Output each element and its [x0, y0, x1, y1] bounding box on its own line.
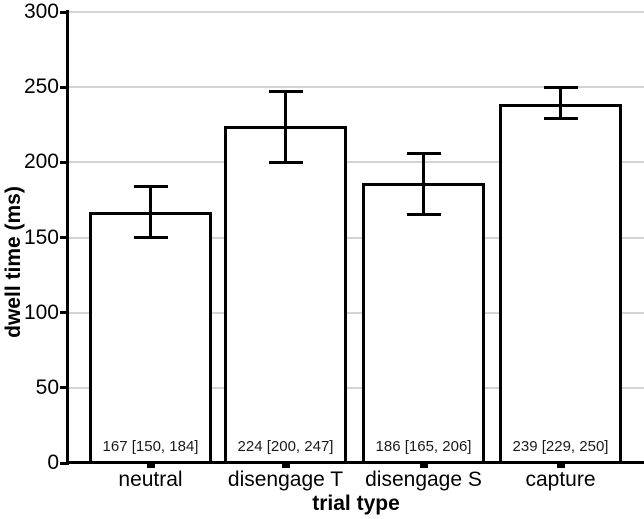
gridline [68, 386, 644, 389]
gridline [68, 311, 644, 314]
x-axis-line [66, 461, 644, 464]
bar-value-label: 224 [200, 247] [237, 438, 334, 455]
y-axis-tick-label: 150 [23, 225, 59, 249]
bar-value-label: 186 [165, 206] [375, 438, 472, 455]
x-axis-title: trial type [312, 492, 400, 515]
x-axis-tick-label: disengage S [365, 468, 482, 491]
bar-disengage-S [362, 183, 485, 463]
y-axis-tick [60, 236, 66, 239]
y-axis-tick-label: 0 [47, 451, 59, 474]
error-bar-line [422, 153, 425, 215]
y-axis-tick-label: 300 [23, 0, 59, 23]
y-axis-tick [60, 461, 66, 465]
error-bar-line [284, 91, 287, 163]
error-bar-cap-top [268, 90, 303, 94]
y-axis-line [66, 10, 69, 465]
x-axis-tick [419, 464, 428, 468]
x-axis-tick-label: disengage T [227, 468, 344, 491]
error-bar-cap-bottom [133, 236, 168, 239]
error-bar-line [149, 186, 152, 238]
error-bar-cap-bottom [406, 213, 441, 217]
y-axis-tick-label: 250 [23, 75, 59, 99]
y-axis-tick [60, 85, 66, 89]
gridline [68, 236, 644, 239]
error-bar-line [559, 87, 562, 119]
x-axis-tick [146, 464, 155, 468]
gridline [68, 161, 644, 164]
y-axis-tick-label: 200 [23, 150, 59, 174]
bar-neutral [89, 211, 212, 463]
gridline [68, 11, 644, 13]
bar-value-label: 239 [229, 250] [512, 438, 609, 455]
y-axis-tick [60, 386, 66, 390]
bar-disengage-T [224, 126, 347, 463]
error-bar-cap-top [406, 151, 441, 155]
y-axis-tick [60, 10, 66, 14]
y-axis-tick-label: 50 [35, 375, 59, 399]
bar-value-label: 167 [150, 184] [102, 438, 199, 455]
x-axis-tick [556, 464, 565, 468]
error-bar-cap-bottom [543, 117, 578, 121]
error-bar-cap-top [133, 184, 168, 188]
bar-capture [499, 103, 622, 463]
y-axis-tick-label: 100 [23, 300, 59, 324]
error-bar-cap-bottom [268, 160, 303, 164]
gridline [68, 86, 644, 89]
x-axis-tick-label: neutral [118, 468, 183, 491]
x-axis-tick [281, 464, 290, 468]
y-axis-tick [60, 160, 66, 164]
x-axis-tick-label: capture [525, 468, 596, 491]
y-axis-tick [60, 311, 66, 315]
error-bar-cap-top [543, 85, 578, 89]
